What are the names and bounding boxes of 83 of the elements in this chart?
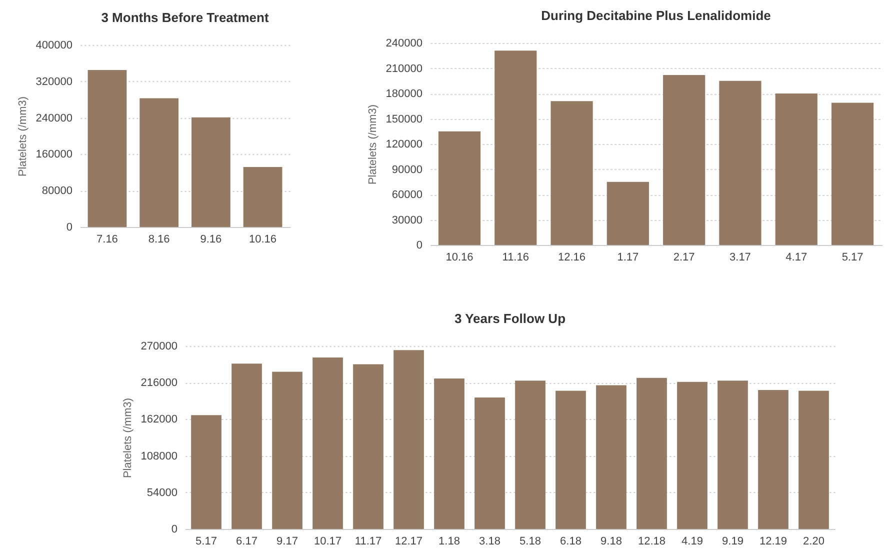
y-tick-label: 400000 xyxy=(36,40,72,52)
bar xyxy=(191,415,222,529)
y-axis-title: Platelets (/mm3) xyxy=(122,398,134,478)
y-tick-label: 60000 xyxy=(392,189,422,201)
bar xyxy=(88,70,127,227)
y-tick-label: 216000 xyxy=(140,377,178,390)
x-tick-label: 12.18 xyxy=(638,536,666,548)
x-tick-label: 9.17 xyxy=(276,536,298,548)
y-tick-label: 80000 xyxy=(42,185,72,198)
bar xyxy=(434,378,464,529)
x-tick-label: 8.16 xyxy=(148,234,170,246)
x-tick-label: 1.18 xyxy=(438,536,460,548)
x-tick-label: 12.19 xyxy=(759,536,788,548)
x-tick-label: 11.16 xyxy=(502,252,529,264)
bar xyxy=(232,364,262,529)
x-tick-label: 5.17 xyxy=(196,536,217,548)
y-tick-label: 0 xyxy=(171,524,178,536)
x-tick-label: 4.17 xyxy=(786,252,808,264)
bar xyxy=(191,117,230,227)
x-tick-label: 1.17 xyxy=(617,252,639,264)
y-tick-label: 120000 xyxy=(386,138,422,150)
x-tick-label: 11.17 xyxy=(354,536,382,548)
bar xyxy=(550,101,593,245)
chart-title: 3 Years Follow Up xyxy=(454,311,566,326)
x-tick-label: 3.18 xyxy=(479,536,500,548)
x-tick-label: 5.18 xyxy=(520,536,541,548)
bar xyxy=(438,131,481,245)
bar xyxy=(663,74,706,245)
x-tick-label: 9.16 xyxy=(200,234,222,246)
bar xyxy=(636,378,667,529)
x-tick-label: 6.18 xyxy=(560,536,582,548)
y-tick-label: 30000 xyxy=(392,214,422,226)
x-tick-label: 9.18 xyxy=(600,536,622,548)
bar xyxy=(606,182,649,245)
bar xyxy=(353,364,384,529)
y-axis-title: Platelets (/mm3) xyxy=(16,96,29,177)
bar xyxy=(515,380,546,529)
bar xyxy=(596,385,626,529)
x-tick-label: 6.17 xyxy=(236,536,258,548)
x-tick-label: 10.17 xyxy=(314,536,342,548)
y-tick-label: 162000 xyxy=(140,414,178,426)
x-tick-label: 3.17 xyxy=(730,252,751,264)
y-tick-label: 180000 xyxy=(386,88,422,100)
bar xyxy=(719,80,762,245)
y-tick-label: 240000 xyxy=(386,38,422,50)
bar xyxy=(494,50,537,245)
x-tick-label: 4.19 xyxy=(682,536,703,548)
y-tick-label: 0 xyxy=(416,240,422,252)
chart-title: During Decitabine Plus Lenalidomide xyxy=(541,8,771,23)
x-tick-label: 7.16 xyxy=(96,234,118,246)
x-tick-label: 5.17 xyxy=(842,252,864,264)
y-tick-label: 320000 xyxy=(36,76,72,88)
y-tick-label: 210000 xyxy=(386,62,422,75)
bar xyxy=(775,94,818,245)
bar xyxy=(272,372,302,529)
bar xyxy=(831,102,874,245)
bar xyxy=(677,382,708,529)
bar xyxy=(394,350,424,529)
bar xyxy=(243,166,282,227)
y-tick-label: 54000 xyxy=(146,486,178,499)
x-tick-label: 9.19 xyxy=(722,536,744,548)
x-tick-label: 2.20 xyxy=(803,536,824,548)
y-tick-label: 240000 xyxy=(36,112,72,124)
bar xyxy=(556,390,586,529)
y-tick-label: 0 xyxy=(66,222,72,234)
bar xyxy=(718,380,748,529)
y-tick-label: 270000 xyxy=(140,340,178,352)
bar xyxy=(758,390,788,529)
y-tick-label: 160000 xyxy=(36,148,72,161)
x-tick-label: 12.16 xyxy=(558,252,586,264)
y-tick-label: 150000 xyxy=(386,113,422,126)
x-tick-label: 10.16 xyxy=(249,234,277,246)
bar xyxy=(798,390,829,529)
bar xyxy=(312,358,343,529)
y-tick-label: 108000 xyxy=(140,450,178,462)
bar xyxy=(474,398,505,529)
bar xyxy=(140,98,179,227)
chart-title: 3 Months Before Treatment xyxy=(101,10,270,25)
y-axis-title: Platelets (/mm3) xyxy=(366,104,379,185)
y-tick-label: 90000 xyxy=(392,164,422,176)
x-tick-label: 12.17 xyxy=(394,536,423,548)
x-tick-label: 10.16 xyxy=(446,252,474,264)
x-tick-label: 2.17 xyxy=(673,252,695,264)
